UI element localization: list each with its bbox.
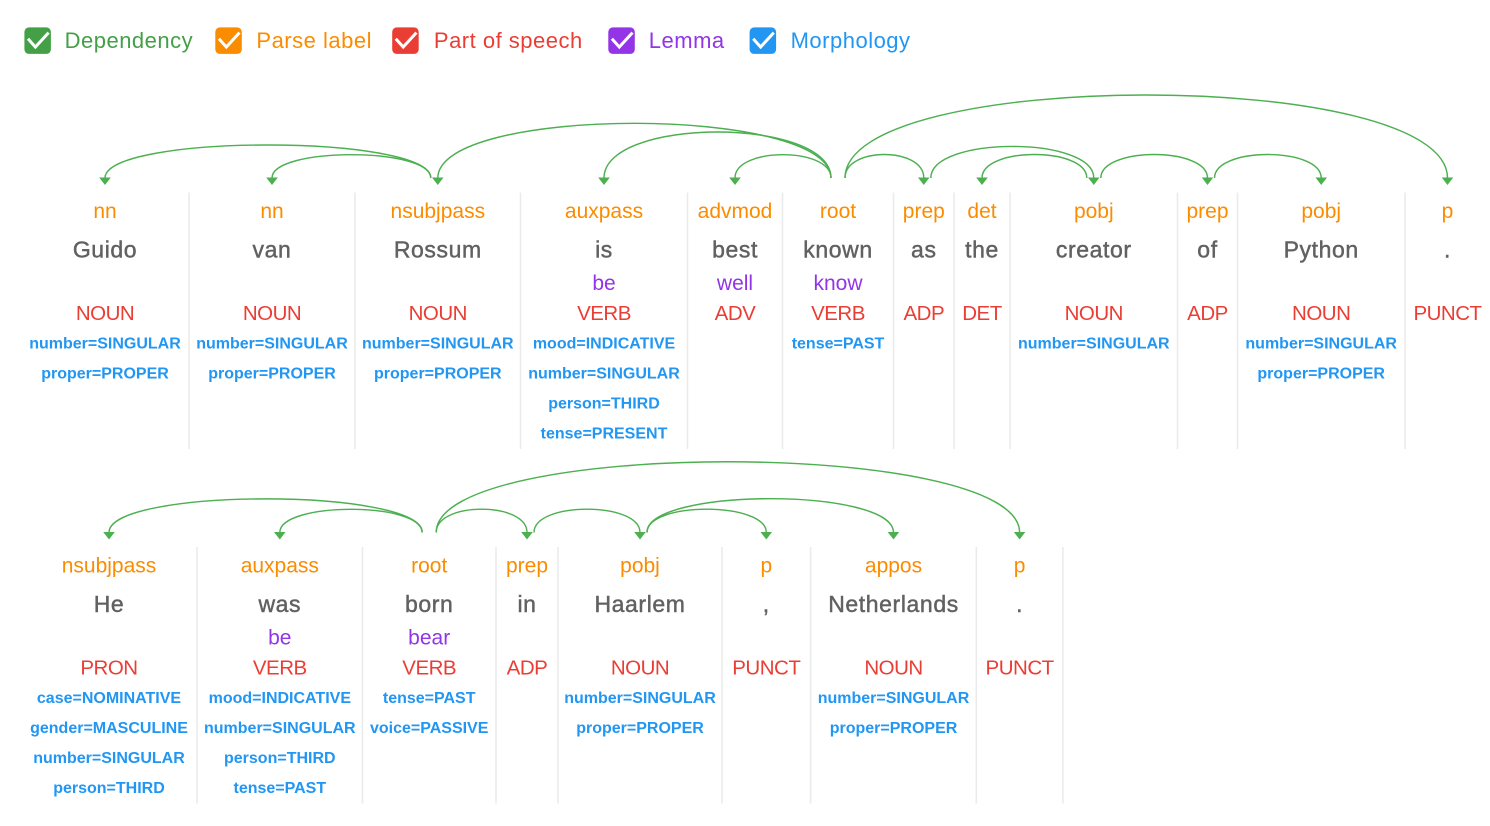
svg-text:case=NOMINATIVE: case=NOMINATIVE <box>37 690 182 707</box>
svg-text:pobj: pobj <box>620 555 660 578</box>
svg-text:voice=PASSIVE: voice=PASSIVE <box>370 720 489 737</box>
svg-text:be: be <box>592 272 615 295</box>
svg-text:best: best <box>712 237 758 263</box>
svg-text:proper=PROPER: proper=PROPER <box>1257 365 1385 382</box>
svg-text:number=SINGULAR: number=SINGULAR <box>564 690 716 707</box>
svg-text:know: know <box>813 272 863 295</box>
svg-text:Guido: Guido <box>73 237 137 263</box>
svg-text:PUNCT: PUNCT <box>732 656 801 679</box>
svg-text:He: He <box>94 591 125 617</box>
svg-text:p: p <box>1014 555 1026 578</box>
svg-text:number=SINGULAR: number=SINGULAR <box>1018 335 1170 352</box>
svg-text:NOUN: NOUN <box>409 302 467 325</box>
svg-text:number=SINGULAR: number=SINGULAR <box>204 720 356 737</box>
svg-text:proper=PROPER: proper=PROPER <box>41 365 169 382</box>
svg-text:number=SINGULAR: number=SINGULAR <box>528 365 680 382</box>
svg-text:as: as <box>911 237 937 263</box>
svg-text:root: root <box>411 555 447 578</box>
svg-text:Parse label: Parse label <box>256 28 372 53</box>
svg-text:Part of speech: Part of speech <box>434 28 583 53</box>
svg-text:creator: creator <box>1056 237 1132 263</box>
svg-text:auxpass: auxpass <box>241 555 319 578</box>
svg-text:NOUN: NOUN <box>611 656 669 679</box>
svg-text:was: was <box>257 591 301 617</box>
svg-text:be: be <box>268 627 291 650</box>
svg-text:is: is <box>595 237 613 263</box>
svg-text:in: in <box>517 591 536 617</box>
svg-text:Python: Python <box>1284 237 1359 263</box>
svg-text:ADP: ADP <box>903 302 944 325</box>
svg-text:PUNCT: PUNCT <box>1413 302 1482 325</box>
svg-text:number=SINGULAR: number=SINGULAR <box>33 750 185 767</box>
svg-text:.: . <box>1444 237 1451 263</box>
svg-text:van: van <box>253 237 292 263</box>
svg-text:PUNCT: PUNCT <box>986 656 1055 679</box>
svg-text:auxpass: auxpass <box>565 200 643 223</box>
svg-text:NOUN: NOUN <box>243 302 301 325</box>
svg-text:ADV: ADV <box>715 302 756 325</box>
svg-text:,: , <box>763 591 770 617</box>
svg-text:pobj: pobj <box>1074 200 1114 223</box>
svg-text:VERB: VERB <box>253 656 307 679</box>
svg-text:.: . <box>1016 591 1023 617</box>
svg-text:pobj: pobj <box>1301 200 1341 223</box>
svg-text:known: known <box>803 237 872 263</box>
svg-text:Netherlands: Netherlands <box>828 591 959 617</box>
svg-text:nsubjpass: nsubjpass <box>62 555 157 578</box>
svg-text:p: p <box>1442 200 1454 223</box>
svg-text:tense=PRESENT: tense=PRESENT <box>541 425 668 442</box>
svg-text:person=THIRD: person=THIRD <box>224 750 336 767</box>
svg-text:NOUN: NOUN <box>864 656 922 679</box>
svg-text:prep: prep <box>1186 200 1228 223</box>
svg-text:PRON: PRON <box>80 656 137 679</box>
svg-text:Haarlem: Haarlem <box>594 591 685 617</box>
svg-text:bear: bear <box>408 627 450 650</box>
svg-text:ADP: ADP <box>507 656 548 679</box>
svg-text:mood=INDICATIVE: mood=INDICATIVE <box>209 690 352 707</box>
svg-text:proper=PROPER: proper=PROPER <box>374 365 502 382</box>
svg-text:tense=PAST: tense=PAST <box>792 335 885 352</box>
svg-text:VERB: VERB <box>402 656 456 679</box>
svg-text:prep: prep <box>506 555 548 578</box>
svg-text:DET: DET <box>962 302 1002 325</box>
svg-text:appos: appos <box>865 555 922 578</box>
svg-text:Rossum: Rossum <box>394 237 482 263</box>
svg-text:NOUN: NOUN <box>1292 302 1350 325</box>
svg-text:the: the <box>965 237 999 263</box>
svg-text:mood=INDICATIVE: mood=INDICATIVE <box>533 335 676 352</box>
svg-text:det: det <box>967 200 996 223</box>
svg-text:VERB: VERB <box>811 302 865 325</box>
svg-text:of: of <box>1197 237 1217 263</box>
svg-text:tense=PAST: tense=PAST <box>233 780 326 797</box>
svg-text:person=THIRD: person=THIRD <box>53 780 165 797</box>
svg-text:nn: nn <box>93 200 116 223</box>
svg-text:NOUN: NOUN <box>76 302 134 325</box>
svg-text:VERB: VERB <box>577 302 631 325</box>
svg-text:proper=PROPER: proper=PROPER <box>576 720 704 737</box>
svg-text:number=SINGULAR: number=SINGULAR <box>1245 335 1397 352</box>
svg-text:prep: prep <box>903 200 945 223</box>
svg-text:advmod: advmod <box>698 200 773 223</box>
svg-text:number=SINGULAR: number=SINGULAR <box>362 335 514 352</box>
svg-text:NOUN: NOUN <box>1065 302 1123 325</box>
svg-text:nsubjpass: nsubjpass <box>391 200 486 223</box>
svg-text:Dependency: Dependency <box>65 28 194 53</box>
svg-text:gender=MASCULINE: gender=MASCULINE <box>30 720 188 737</box>
svg-text:proper=PROPER: proper=PROPER <box>830 720 958 737</box>
svg-text:tense=PAST: tense=PAST <box>383 690 476 707</box>
svg-text:nn: nn <box>260 200 283 223</box>
svg-text:person=THIRD: person=THIRD <box>548 395 660 412</box>
svg-text:p: p <box>760 555 772 578</box>
svg-text:number=SINGULAR: number=SINGULAR <box>29 335 181 352</box>
svg-text:number=SINGULAR: number=SINGULAR <box>818 690 970 707</box>
svg-text:proper=PROPER: proper=PROPER <box>208 365 336 382</box>
svg-text:number=SINGULAR: number=SINGULAR <box>196 335 348 352</box>
svg-text:ADP: ADP <box>1187 302 1228 325</box>
svg-text:well: well <box>716 272 753 295</box>
svg-text:Morphology: Morphology <box>791 28 911 53</box>
svg-text:Lemma: Lemma <box>649 28 725 53</box>
svg-text:root: root <box>820 200 856 223</box>
svg-text:born: born <box>405 591 453 617</box>
